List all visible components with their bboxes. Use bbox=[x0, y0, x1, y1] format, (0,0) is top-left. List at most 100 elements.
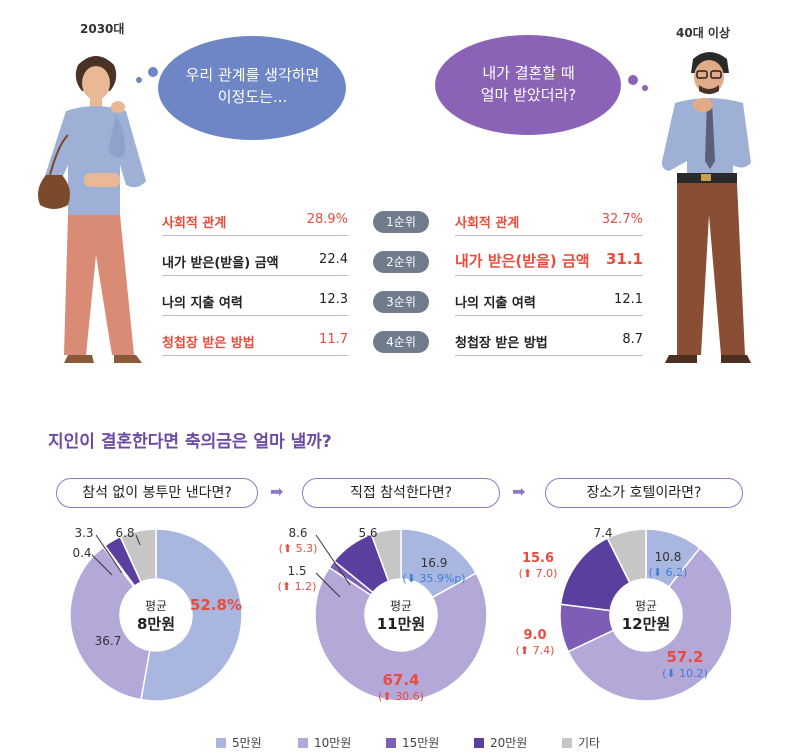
chart-2-label-5man: 16.9 bbox=[421, 556, 448, 570]
chart-3-center bbox=[612, 581, 680, 649]
left-rank-value-2: 22.4 bbox=[319, 252, 348, 267]
chart-2-change-20man: (⬆ 5.3) bbox=[279, 542, 318, 555]
rank-badge-4: 4순위 bbox=[373, 331, 429, 353]
right-rank-value-4: 8.7 bbox=[622, 332, 643, 347]
left-rank-value-3: 12.3 bbox=[319, 292, 348, 307]
chart-2-label-15man: 1.5 bbox=[287, 564, 306, 578]
chart-1-label-15man: 0.4 bbox=[72, 546, 91, 560]
chart-3-title: 장소가 호텔이라면? bbox=[545, 478, 743, 508]
legend-label-10man: 10만원 bbox=[314, 736, 352, 750]
section-title: 지인이 결혼한다면 축의금은 얼마 낼까? bbox=[48, 432, 332, 452]
chart-1-label-5man: 52.8% bbox=[190, 596, 242, 614]
chart-1-label-20man: 3.3 bbox=[74, 526, 93, 540]
left-rank-label-3: 나의 지출 여력 bbox=[162, 296, 243, 311]
chart-2-label-other: 5.6 bbox=[358, 526, 377, 540]
legend-label-15man: 15만원 bbox=[402, 736, 440, 750]
rank-badge-2: 2순위 bbox=[373, 251, 429, 273]
chart-3-label-15man: 9.0 bbox=[523, 628, 546, 643]
chart-3-label-10man: 57.2 bbox=[666, 648, 703, 666]
legend-label-20man: 20만원 bbox=[490, 736, 528, 750]
right-rank-value-2: 31.1 bbox=[605, 250, 643, 268]
right-rank-value-3: 12.1 bbox=[614, 292, 643, 307]
legend-item-10man: 10만원 bbox=[298, 734, 351, 751]
chart-1-leader-line-1 bbox=[91, 554, 113, 576]
chart-1-avg-value: 8만원 bbox=[137, 615, 175, 633]
legend-item-20man: 20만원 bbox=[474, 734, 527, 751]
legend-item-15man: 15만원 bbox=[386, 734, 439, 751]
chart-2-leader-line-1 bbox=[315, 534, 351, 586]
chart-3-change-10man: (⬇ 10.2) bbox=[662, 667, 708, 680]
chart-2-change-5man: (⬇ 35.9%p) bbox=[402, 572, 465, 585]
right-rank-value-1: 32.7% bbox=[601, 212, 643, 227]
chart-1-label-10man: 36.7 bbox=[95, 634, 122, 648]
left-rank-label-1: 사회적 관계 bbox=[162, 216, 227, 231]
chart-2-center bbox=[367, 581, 435, 649]
right-rank-label-2: 내가 받은(받을) 금액 bbox=[455, 252, 590, 270]
legend-item-other: 기타 bbox=[562, 734, 600, 751]
left-rank-row-3: 나의 지출 여력 12.3 bbox=[162, 285, 348, 316]
arrow-icon-1: ➡ bbox=[270, 482, 284, 501]
right-rank-label-3: 나의 지출 여력 bbox=[455, 296, 536, 311]
chart-2-slice-other bbox=[370, 528, 402, 583]
left-rank-row-2: 내가 받은(받을) 금액 22.4 bbox=[162, 245, 348, 276]
chart-3-avg-label: 평균 bbox=[635, 599, 657, 613]
chart-1-slice-other bbox=[119, 528, 157, 584]
chart-3-slice-10man bbox=[567, 546, 733, 702]
left-rank-label-4: 청첩장 받은 방법 bbox=[162, 336, 255, 351]
rank-badge-3: 3순위 bbox=[373, 291, 429, 313]
woman-illustration bbox=[38, 56, 146, 363]
chart-3-label-20man: 15.6 bbox=[522, 551, 554, 566]
left-bubble-line-1: 우리 관계를 생각하면 bbox=[185, 66, 320, 84]
left-rank-row-4: 청첩장 받은 방법 11.7 bbox=[162, 325, 348, 356]
legend-label-5man: 5만원 bbox=[232, 736, 262, 750]
chart-3-slice-other bbox=[606, 528, 647, 584]
chart-1-leader-line-3 bbox=[135, 534, 141, 546]
chart-3-label-other: 7.4 bbox=[593, 526, 612, 540]
right-bubble-line-2: 얼마 받았더라? bbox=[480, 86, 577, 104]
chart-2-avg-label: 평균 bbox=[390, 599, 412, 613]
chart-1-slice-10man bbox=[69, 545, 151, 701]
right-rank-row-3: 나의 지출 여력 12.1 bbox=[455, 285, 643, 316]
arrow-icon-2: ➡ bbox=[512, 482, 526, 501]
chart-2-leader-line-2 bbox=[315, 572, 341, 598]
left-rank-label-2: 내가 받은(받을) 금액 bbox=[162, 256, 279, 271]
left-rank-value-1: 28.9% bbox=[306, 212, 348, 227]
chart-2-change-10man: (⬆ 30.6) bbox=[378, 690, 424, 703]
chart-3-change-20man: (⬆ 7.0) bbox=[519, 567, 558, 580]
left-rank-row-1: 사회적 관계 28.9% bbox=[162, 205, 348, 236]
chart-3-change-15man: (⬆ 7.4) bbox=[516, 644, 555, 657]
chart-1-leader-line-2 bbox=[95, 534, 123, 574]
left-group-label: 2030대 bbox=[80, 22, 125, 36]
speech-bubbles bbox=[136, 35, 648, 140]
right-rank-row-2: 내가 받은(받을) 금액 31.1 bbox=[455, 245, 643, 276]
right-rank-row-1: 사회적 관계 32.7% bbox=[455, 205, 643, 236]
right-bubble-line-1: 내가 결혼할 때 bbox=[482, 64, 575, 82]
chart-2-slice-10man bbox=[314, 566, 488, 702]
left-rank-value-4: 11.7 bbox=[319, 332, 348, 347]
chart-1-slice-5man bbox=[140, 528, 243, 702]
legend-label-other: 기타 bbox=[578, 736, 601, 750]
chart-2-label-20man: 8.6 bbox=[288, 526, 307, 540]
chart-1-center bbox=[122, 581, 190, 649]
chart-3-label-5man: 10.8 bbox=[655, 550, 682, 564]
right-speech-bubble bbox=[435, 35, 621, 135]
chart-1-label-other: 6.8 bbox=[115, 526, 134, 540]
rank-badge-1: 1순위 bbox=[373, 211, 429, 233]
right-group-label: 40대 이상 bbox=[676, 26, 730, 40]
right-rank-label-4: 청첩장 받은 방법 bbox=[455, 336, 548, 351]
chart-1-title: 참석 없이 봉투만 낸다면? bbox=[56, 478, 258, 508]
legend-item-5man: 5만원 bbox=[216, 734, 262, 751]
chart-2-avg-value: 11만원 bbox=[377, 615, 425, 633]
left-speech-bubble bbox=[158, 36, 346, 140]
chart-2-label-10man: 67.4 bbox=[382, 671, 419, 689]
right-rank-row-4: 청첩장 받은 방법 8.7 bbox=[455, 325, 643, 356]
chart-1-avg-label: 평균 bbox=[145, 599, 167, 613]
chart-2-title: 직접 참석한다면? bbox=[302, 478, 500, 508]
right-rank-label-1: 사회적 관계 bbox=[455, 216, 520, 231]
chart-3-avg-value: 12만원 bbox=[622, 615, 670, 633]
left-bubble-line-2: 이정도는... bbox=[217, 88, 288, 106]
man-illustration bbox=[661, 52, 751, 363]
chart-3-change-5man: (⬇ 6.2) bbox=[649, 566, 688, 579]
donut-charts: 평균 8만원 52.8% 36.7 0.4 3.3 6.8 평균 11만원 16.9 (⬇ 35.9… bbox=[69, 526, 733, 703]
chart-2-change-15man: (⬆ 1.2) bbox=[278, 580, 317, 593]
